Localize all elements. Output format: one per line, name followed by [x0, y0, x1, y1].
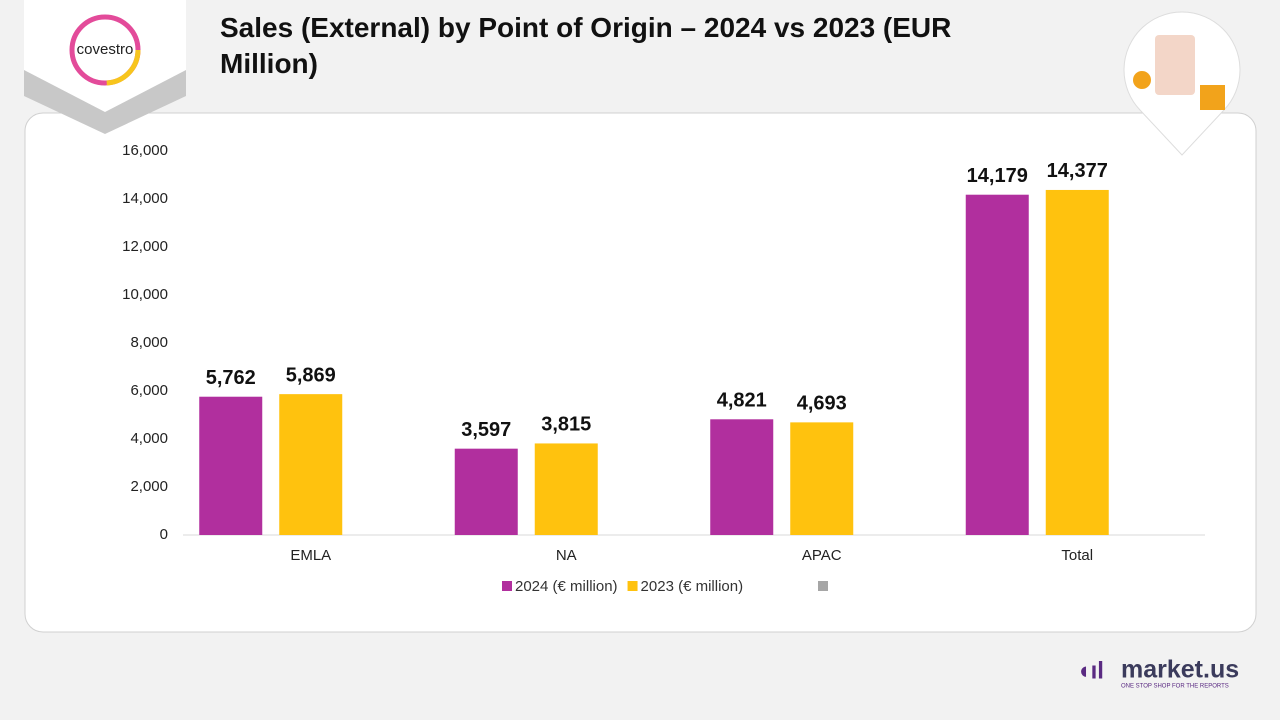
footer-brand: market.us — [1121, 656, 1239, 684]
data-label: 5,869 — [286, 364, 336, 386]
x-tick-label: NA — [556, 547, 577, 564]
y-tick-label: 12,000 — [122, 238, 168, 255]
x-tick-label: APAC — [802, 547, 842, 564]
logo-ring — [69, 14, 141, 86]
x-tick-label: EMLA — [290, 547, 331, 564]
illustration — [1155, 35, 1195, 95]
logo-badge — [24, 0, 186, 112]
legend-swatch — [502, 581, 512, 591]
bar — [1045, 189, 1109, 535]
bar — [454, 448, 518, 535]
y-tick-label: 16,000 — [122, 142, 168, 159]
data-label: 5,762 — [206, 367, 256, 389]
x-tick-label: Total — [1061, 547, 1093, 564]
y-tick-label: 14,000 — [122, 190, 168, 207]
bar — [965, 194, 1029, 536]
y-tick-label: 4,000 — [130, 430, 168, 447]
data-label: 3,815 — [541, 414, 591, 436]
chart-title: Sales (External) by Point of Origin – 20… — [220, 12, 952, 79]
data-label: 14,179 — [967, 165, 1028, 187]
y-tick-label: 2,000 — [130, 478, 168, 495]
legend-swatch — [818, 581, 828, 591]
bar — [534, 443, 598, 535]
data-label: 4,693 — [797, 393, 847, 415]
y-tick-label: 6,000 — [130, 382, 168, 399]
bar — [790, 422, 854, 535]
logo-text: covestro — [77, 41, 134, 58]
data-label: 14,377 — [1047, 160, 1108, 182]
data-label: 4,821 — [717, 390, 767, 412]
illustration — [1133, 71, 1151, 89]
y-tick-label: 10,000 — [122, 286, 168, 303]
legend-swatch — [627, 581, 638, 591]
bar — [279, 394, 343, 535]
illustration — [1200, 85, 1225, 110]
y-tick-label: 0 — [160, 526, 168, 543]
legend-label: 2023 (€ million) — [641, 578, 744, 595]
y-tick-label: 8,000 — [130, 334, 168, 351]
watermark-icon: ◖ıl — [1076, 657, 1104, 684]
footer-tagline: ONE STOP SHOP FOR THE REPORTS — [1121, 684, 1229, 690]
data-label: 3,597 — [461, 419, 511, 441]
bar — [710, 419, 774, 535]
legend-label: 2024 (€ million) — [515, 578, 618, 595]
bar — [199, 396, 263, 535]
